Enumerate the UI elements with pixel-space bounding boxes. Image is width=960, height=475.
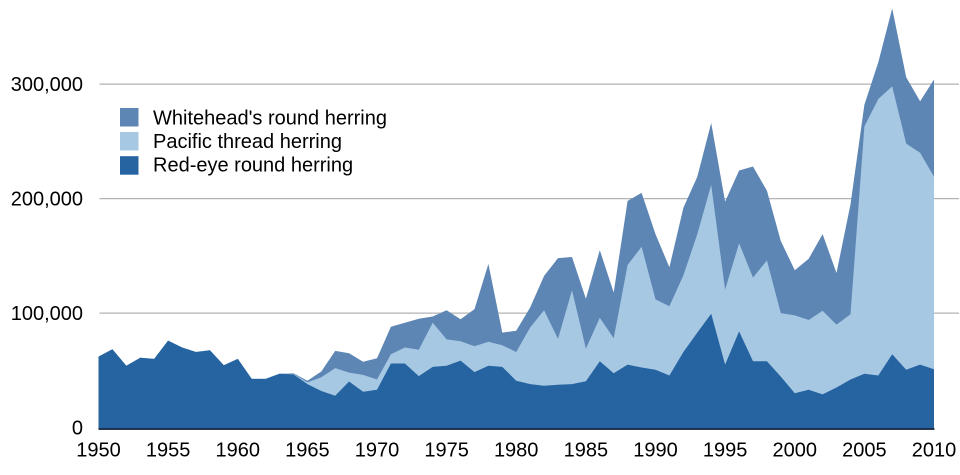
svg-text:2005: 2005 [842,440,887,462]
svg-text:Red-eye round herring: Red-eye round herring [153,155,353,177]
svg-text:1955: 1955 [146,440,191,462]
svg-text:1995: 1995 [703,440,748,462]
svg-text:1970: 1970 [355,440,400,462]
svg-text:1950: 1950 [76,440,121,462]
svg-text:1990: 1990 [633,440,678,462]
svg-text:Whitehead's round herring: Whitehead's round herring [153,108,387,130]
svg-text:2010: 2010 [912,440,957,462]
svg-text:1960: 1960 [216,440,261,462]
svg-text:200,000: 200,000 [11,189,83,211]
svg-text:1965: 1965 [285,440,330,462]
svg-text:0: 0 [72,418,83,440]
svg-text:Pacific thread herring: Pacific thread herring [153,131,342,153]
svg-text:300,000: 300,000 [11,74,83,96]
svg-text:100,000: 100,000 [11,303,83,325]
svg-text:1985: 1985 [564,440,609,462]
svg-text:1975: 1975 [424,440,469,462]
svg-text:1980: 1980 [494,440,539,462]
svg-text:2000: 2000 [773,440,818,462]
